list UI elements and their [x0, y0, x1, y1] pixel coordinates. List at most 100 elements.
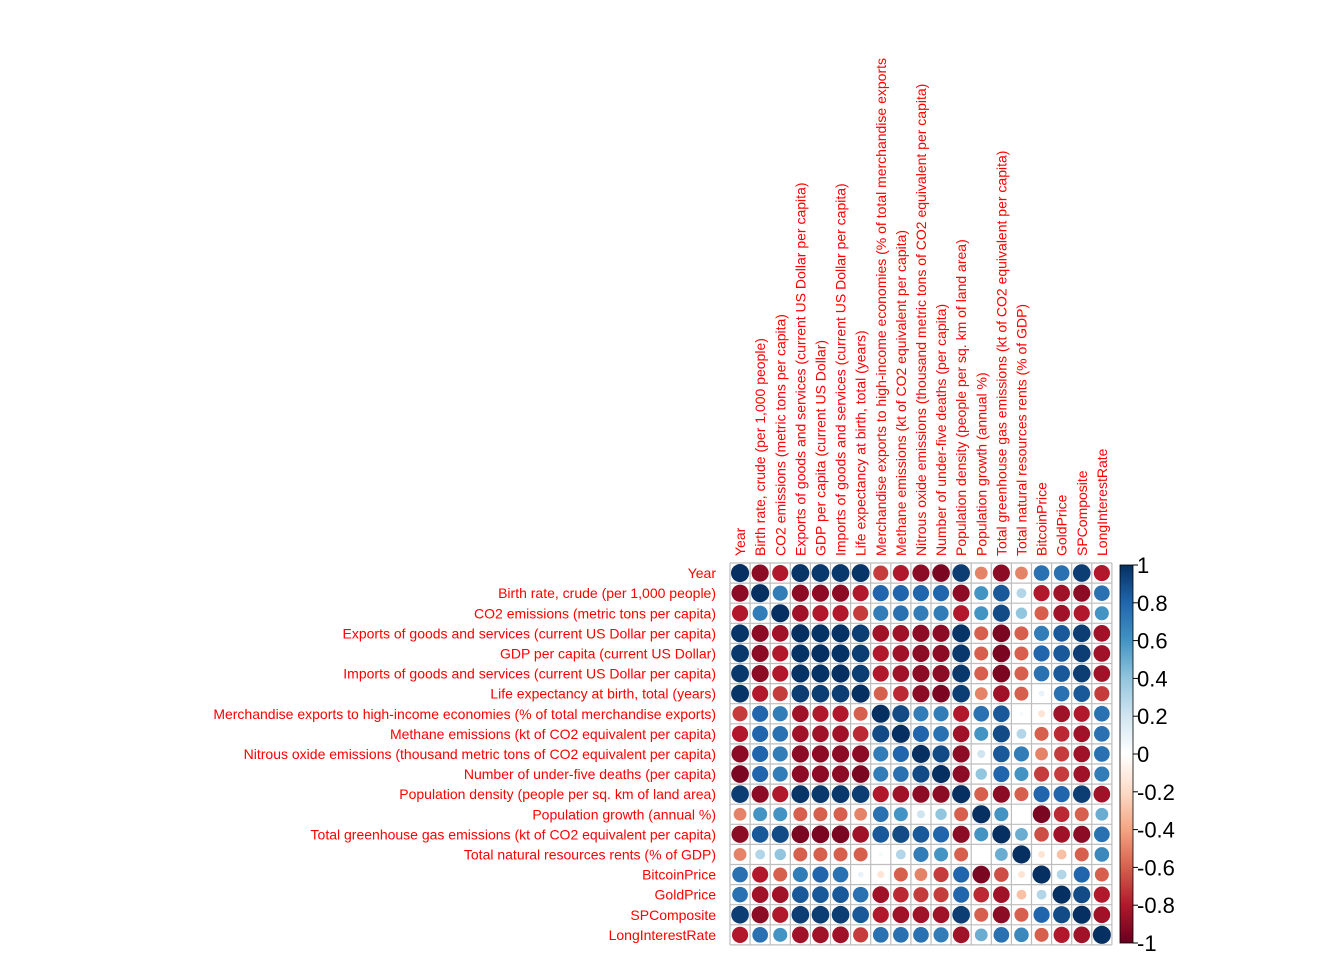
correlation-cell: [851, 765, 870, 783]
correlation-cell: [792, 604, 809, 622]
correlation-cell: [831, 664, 850, 683]
correlation-cell: [952, 624, 971, 643]
correlation-cell: [832, 886, 849, 903]
correlation-cell: [773, 927, 788, 942]
correlation-cell: [791, 564, 810, 582]
correlation-cell: [831, 624, 850, 643]
row-label: GoldPrice: [655, 887, 717, 903]
correlation-cell: [1053, 584, 1070, 602]
correlation-cell: [792, 725, 809, 743]
row-label: SPComposite: [630, 907, 716, 923]
correlation-cell: [972, 805, 991, 824]
correlation-cell: [853, 706, 868, 721]
correlation-cell: [892, 564, 909, 582]
correlation-cell: [872, 906, 889, 923]
correlation-cell: [992, 785, 1010, 803]
correlation-cell: [974, 586, 989, 601]
correlation-cell: [994, 848, 1008, 861]
correlation-cell: [974, 787, 989, 802]
correlation-cell: [1033, 665, 1050, 682]
correlation-cell: [792, 705, 809, 723]
correlation-cell: [871, 704, 890, 723]
column-label: LongInterestRate: [1094, 448, 1110, 556]
correlation-cell: [1052, 885, 1071, 904]
correlation-cell: [793, 847, 808, 862]
correlation-cell: [993, 886, 1010, 903]
correlation-cell: [872, 585, 889, 602]
correlation-cell: [993, 705, 1010, 723]
correlation-cell: [1073, 605, 1090, 622]
correlation-cell: [952, 644, 971, 663]
correlation-cell: [831, 684, 850, 703]
column-label: Year: [732, 527, 748, 556]
correlation-cell: [892, 785, 910, 803]
correlation-cell: [1056, 869, 1067, 880]
correlation-cell: [993, 745, 1010, 763]
correlation-cell: [872, 806, 889, 823]
correlation-cell: [892, 585, 909, 602]
correlation-cell: [892, 625, 910, 642]
correlation-cell: [873, 686, 888, 701]
correlation-cell: [992, 564, 1010, 582]
correlation-cell: [1094, 746, 1110, 762]
correlation-cell: [954, 847, 969, 862]
correlation-cell: [972, 865, 991, 884]
correlation-cell: [773, 807, 788, 822]
color-bar-tick-label: -0.6: [1137, 855, 1175, 880]
correlation-cell: [878, 852, 883, 857]
correlation-cell: [932, 826, 950, 843]
correlation-cell: [851, 785, 870, 803]
correlation-cell: [812, 866, 829, 883]
correlation-cell: [992, 664, 1011, 683]
correlation-cell: [912, 765, 930, 783]
correlation-cell: [751, 886, 769, 903]
correlation-cell: [912, 826, 930, 843]
correlation-cell: [1094, 705, 1110, 722]
row-label: Population density (people per sq. km of…: [399, 786, 716, 802]
correlation-cell: [1014, 666, 1029, 681]
correlation-cell: [772, 706, 788, 722]
correlation-cell: [1032, 865, 1051, 884]
correlation-cell: [1053, 926, 1070, 943]
correlation-cell: [772, 564, 789, 582]
correlation-cell: [992, 624, 1011, 643]
correlation-cell: [913, 846, 929, 863]
correlation-cell: [1073, 705, 1090, 722]
correlation-cell: [932, 906, 950, 924]
correlation-cell: [811, 905, 830, 924]
correlation-cell: [1034, 927, 1049, 942]
correlation-cell: [812, 725, 829, 743]
correlation-cell: [912, 585, 930, 602]
correlation-cell: [752, 685, 769, 702]
correlation-cell: [852, 585, 869, 602]
row-label: Exports of goods and services (current U…: [343, 625, 717, 641]
row-label: Life expectancy at birth, total (years): [490, 686, 716, 702]
correlation-cell: [932, 624, 950, 642]
correlation-cell: [1036, 889, 1047, 900]
correlation-cell: [751, 826, 769, 843]
correlation-cell: [1073, 926, 1091, 944]
correlation-cell: [993, 685, 1010, 702]
correlation-cell: [811, 644, 830, 663]
correlation-cell: [1072, 564, 1091, 582]
row-label: Imports of goods and services (current U…: [343, 666, 716, 682]
correlation-cell: [992, 604, 1010, 622]
correlation-cell: [752, 725, 769, 742]
correlation-cell: [973, 705, 990, 722]
correlation-cell: [992, 725, 1010, 743]
correlation-cell: [772, 726, 789, 742]
correlation-cell: [913, 605, 929, 621]
correlation-cell: [1032, 805, 1051, 824]
correlation-cell: [851, 624, 870, 643]
correlation-cell: [933, 887, 949, 903]
column-labels: Year Birth rate, crude (per 1,000 people)…: [732, 58, 1110, 556]
correlation-cell: [952, 684, 970, 703]
correlation-cell: [872, 665, 889, 682]
correlation-cell: [1073, 685, 1091, 702]
correlation-cell: [1073, 584, 1091, 602]
correlation-cell: [813, 847, 828, 862]
correlation-cell: [731, 785, 749, 803]
correlation-cell: [952, 664, 971, 683]
color-bar-tick-label: -0.2: [1137, 780, 1175, 805]
correlation-cell: [932, 785, 950, 803]
